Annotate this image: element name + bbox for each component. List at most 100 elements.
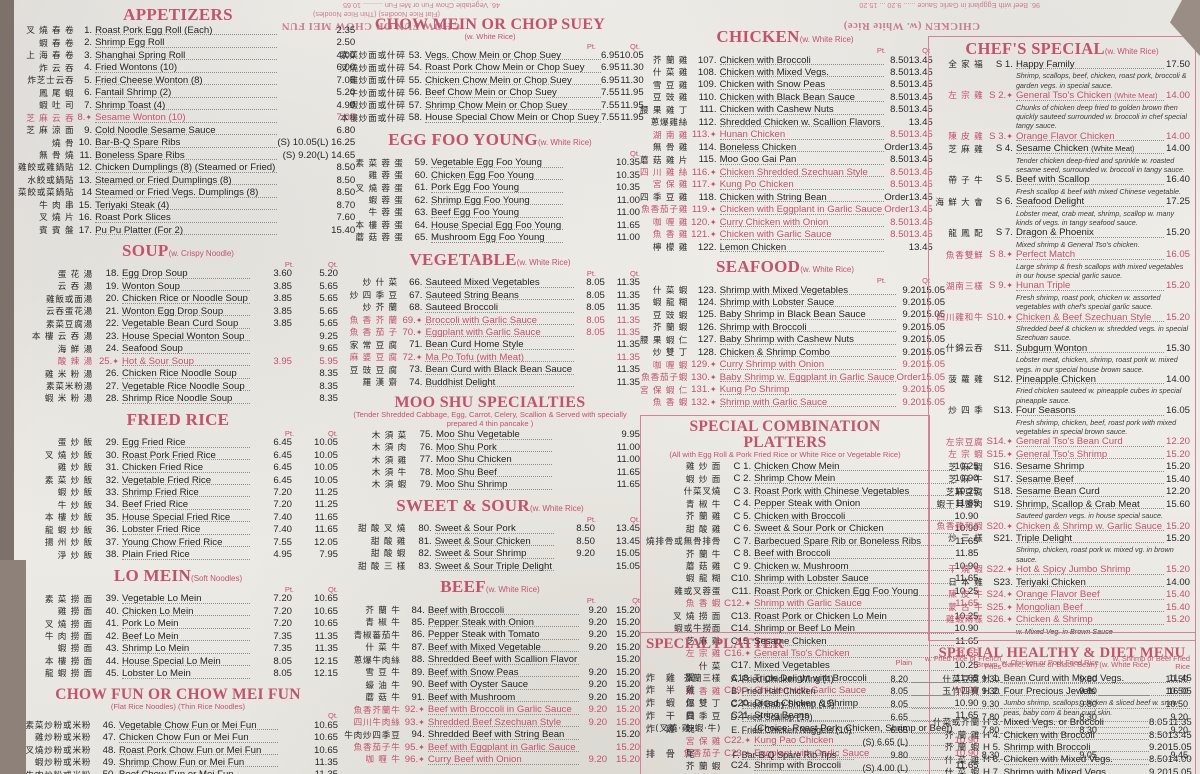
menu-item-row[interactable]: 蝦 春 卷 2. Shrimp Egg Roll 2.50 <box>18 37 355 49</box>
menu-item-row[interactable]: 雞 米 粉 湯 26. Chicken Rice Noodle Soup 8.35 <box>18 368 338 380</box>
menu-item-row[interactable]: 雞炒面或什碎 55. Chicken Chow Mein or Chop Suey 6… <box>340 75 643 87</box>
menu-item-row[interactable]: 叉 燒 蓉 蛋 61. Pork Egg Foo Young 10.35 <box>340 182 640 194</box>
menu-item-row[interactable]: 青 椒 牛 85. Pepper Steak with Onion 9.20 15.20 <box>340 617 640 629</box>
menu-item-row[interactable]: 木 須 牛 78. Moo Shu Beef 11.65 <box>340 467 640 479</box>
menu-item-row[interactable]: 素 菜 蓉 蛋 59. Vegetable Egg Foo Young 10.35 <box>340 157 640 169</box>
menu-item-row[interactable]: 湖南三樣 S 9.✦ Hunan Triple 15.20 <box>934 280 1190 292</box>
menu-item-row[interactable]: 芥 蘭 蝦 C24. Shrimp with Broccoli 11.65 <box>646 760 979 772</box>
menu-item-row[interactable]: 揚 州 炒 飯 37. Young Chow Fried Rice 7.55 12.05 <box>18 537 338 549</box>
menu-item-row[interactable]: 蔥爆雞絲 112. Shredded Chicken w. Scallion Fla… <box>640 117 933 129</box>
menu-item-row[interactable]: 海 鮮 湯 24. Seafood Soup 9.65 <box>18 343 338 355</box>
menu-item-row[interactable]: 宮 保 雞 117.✦ Kung Po Chicken 8.50 13.45 <box>640 179 933 191</box>
menu-item-row[interactable]: 木 須 雞 77. Moo Shu Chicken 11.00 <box>340 454 640 466</box>
menu-item-row[interactable]: 芝 麻 云 吞 8.✦ Sesame Wonton (10) 7.05 <box>18 112 355 124</box>
menu-item-row[interactable]: 雞 炒 飯 31. Chicken Fried Rice 6.45 10.05 <box>18 462 338 474</box>
menu-item-row[interactable]: 蝦 吐 司 7. Shrimp Toast (4) 4.90 <box>18 100 355 112</box>
menu-item-row[interactable]: 雪 豆 雞 109. Chicken with Snow Peas 8.50 13.45 <box>640 79 933 91</box>
menu-item-row[interactable]: 羅 漢 齋 74. Buddhist Delight 11.35 <box>340 377 640 389</box>
menu-item-row[interactable]: 宮 保 雞 C22.✦ Kung Pao Chicken 10.90 <box>646 735 979 747</box>
menu-item-row[interactable]: 叉燒炒粉或米粉 48. Roast Pork Chow Fun or Mei Fun… <box>18 745 338 757</box>
menu-item-row[interactable]: 賓 賓 盤 17. Pu Pu Platter (For 2) 15.40 <box>18 225 355 237</box>
menu-item-row[interactable]: 芝 麻 蝦 S16. Sesame Shrimp 15.20 <box>934 461 1190 473</box>
menu-item-row[interactable]: 帶 子 牛 S 5. Beef with Scallop 16.40 <box>934 174 1190 186</box>
menu-item-row[interactable]: 水餃或鍋貼 13. Steamed or Fried Dumplings (8) 8.… <box>18 175 355 187</box>
menu-item-row[interactable]: 酸 辣 湯 25.✦ Hot & Sour Soup 3.95 5.95 <box>18 356 338 368</box>
menu-item-row[interactable]: 蝦炒面或什碎 57. Shrimp Chow Mein or Chop Suey 7.… <box>340 100 643 112</box>
menu-item-row[interactable]: 魚 香 蝦 C12.✦ Shrimp with Garlic Sauce 11.65 <box>646 598 979 610</box>
menu-item-row[interactable]: 芝 麻 雞 S 4. Sesame Chicken (White Meat) 14.0… <box>934 143 1190 155</box>
menu-item-row[interactable]: 叉燒炒面或什碎 54. Roast Pork Chow Mein or Chop S… <box>340 62 644 74</box>
menu-item-row[interactable]: 本 樓 炒 飯 35. House Special Fried Rice 7.40 11… <box>18 512 338 524</box>
menu-item-row[interactable]: 腰 果 雞 丁 111. Chicken with Cashew Nuts 8.50 1… <box>640 104 933 116</box>
menu-item-row[interactable]: 菜餃或菜鍋貼 14 Steamed or Fried Vegs. Dumplings… <box>18 187 355 199</box>
special-platter-row[interactable]: 炸 雞 翼 A. Fried Chicken Wing (4) 8.20 9.30 9.8… <box>646 673 1190 686</box>
menu-item-row[interactable]: 魚 香 芥 蘭 69.✦ Broccoli with Garlic Sauce 8.0… <box>340 315 640 327</box>
menu-item-row[interactable]: 雞飯或面湯 20. Chicken Rice or Noodle Soup 3.85 5… <box>18 293 338 305</box>
menu-item-row[interactable]: 叉 燒 撈 面 41. Pork Lo Mein 7.20 10.65 <box>18 618 338 630</box>
menu-item-row[interactable]: 云吞蛋花湯 21. Wonton Egg Drop Soup 3.85 5.65 <box>18 306 338 318</box>
menu-item-row[interactable]: 雞 蓉 蛋 60. Chicken Egg Foo Young 10.35 <box>340 170 640 182</box>
menu-item-row[interactable]: 芝 麻 涼 面 9. Cold Noodle Sesame Sauce 6.80 <box>18 125 355 137</box>
menu-item-row[interactable]: 芥 蘭 雞 107. Chicken with Broccoli 8.50 13.45 <box>640 55 933 67</box>
menu-item-row[interactable]: 炒 四 季 豆 67. Sauteed String Beans 8.05 11.35 <box>340 290 640 302</box>
menu-item-row[interactable]: 咖 喱 牛 96.✦ Curry Beef with Onion 9.20 15.20 <box>340 754 640 766</box>
menu-item-row[interactable]: 芝麻豆腐 S18. Sesame Bean Curd 12.20 <box>934 486 1190 498</box>
menu-item-row[interactable]: 甜 酸 三 樣 83. Sweet & Sour Triple Delight 15.… <box>340 561 640 573</box>
menu-item-row[interactable]: 炒 三 樣 S21. Triple Delight 15.20 <box>934 533 1190 545</box>
menu-item-row[interactable]: 芥 蘭 牛 C 8. Beef with Broccoli 11.85 <box>646 548 979 560</box>
menu-item-row[interactable]: 炒 四 季 S13. Four Seasons 16.05 <box>934 405 1190 417</box>
menu-item-row[interactable]: 蝦 炒 飯 33. Shrimp Fried Rice 7.20 11.25 <box>18 487 338 499</box>
special-platter-row[interactable]: 炸 干 貝 D. Fried Scallop (10) 6.65 7.80 8.30 9.2… <box>646 711 1190 724</box>
menu-item-row[interactable]: 鳳 尾 蝦 6. Fantail Shrimp (2) 5.20 <box>18 87 355 99</box>
special-platter-row[interactable]: 炸 雞 塊 E. Fried Chicken Nuggets (10) 6.65 7.8… <box>646 724 1190 737</box>
menu-item-row[interactable]: 菠 蘿 雞 S12. Pineapple Chicken 14.00 <box>934 374 1190 386</box>
menu-item-row[interactable]: 四 川 雞 絲 116.✦ Chicken Shredded Szechuan St… <box>640 167 933 179</box>
menu-item-row[interactable]: 什 菜 蝦 123. Shrimp with Mixed Vegetables 9.2… <box>640 285 945 297</box>
menu-item-row[interactable]: 牛 肉 撈 面 42. Beef Lo Mein 7.35 11.35 <box>18 631 338 643</box>
menu-item-row[interactable]: 玉竹四寶 H 2. Four Precious Jewels 16.05 <box>933 686 1191 698</box>
menu-item-row[interactable]: 魚 香 蝦 132.✦ Shrimp with Garlic Sauce 9.20 15… <box>640 397 945 409</box>
menu-item-row[interactable]: 木 須 蝦 79. Moo Shu Shrimp 11.65 <box>340 479 640 491</box>
menu-item-row[interactable]: 芥 蘭 牛 84. Beef with Broccoli 9.20 15.20 <box>340 605 640 617</box>
menu-item-row[interactable]: 炸芝士云吞 5. Fried Cheese Wonton (8) 7.05 <box>18 75 355 87</box>
menu-item-row[interactable]: 四川牛肉絲 93.✦ Shredded Beef Szechuan Style 9.2… <box>340 717 640 729</box>
menu-item-row[interactable]: 魚香茄子雞 119.✦ Chicken with Eggplant in Garli… <box>640 204 933 216</box>
menu-item-row[interactable]: 干 燒 蝦 S22.✦ Hot & Spicy Jumbo Shrimp 15.20 <box>934 564 1190 576</box>
menu-item-row[interactable]: 雞 炒 面 C 1. Chicken Chow Mein 10.25 <box>646 461 979 473</box>
menu-item-row[interactable]: 龍 蝦 撈 面 45. Lobster Lo Mein 8.05 12.15 <box>18 668 338 680</box>
menu-item-row[interactable]: 什菜豆腐 H 1. Bean Curd with Mixed Vegs. 11.45 <box>933 673 1191 685</box>
special-platter-row[interactable]: 炸 薯 條G.French Fries(S) 4.00 (L) 6.20 <box>646 762 1190 774</box>
menu-item-row[interactable]: 魚香芥蘭牛 92.✦ Beef with Broccoli in Garlic Sa… <box>340 704 640 716</box>
menu-item-row[interactable]: 蘑 菇 蓉 蛋 65. Mushroom Egg Foo Young 11.00 <box>340 232 640 244</box>
menu-item-row[interactable]: 雞或叉蓉蛋 C11. Roast Pork or Chicken Egg Foo Y… <box>646 586 978 598</box>
menu-item-row[interactable]: 淨 炒 飯 38. Plain Fried Rice 4.95 7.95 <box>18 549 338 561</box>
menu-item-row[interactable]: 蝦 龍 糊 C10. Shrimp with Lobster Sauce 11.65 <box>646 573 979 585</box>
menu-item-row[interactable]: 牛 炒 飯 34. Beef Fried Rice 7.20 11.25 <box>18 499 338 511</box>
menu-item-row[interactable]: 魚香雙鮮 S 8.✦ Perfect Match 16.05 <box>934 249 1190 261</box>
menu-item-row[interactable]: 麻 婆 豆 腐 72.✦ Ma Po Tofu (with Meat) 11.35 <box>340 352 640 364</box>
menu-item-row[interactable]: 左 宗 雞 S 2.✦ General Tso's Chicken (White M… <box>934 90 1190 102</box>
menu-item-row[interactable]: 素 菜 炒 飯 32. Vegetable Fried Rice 6.45 10.05 <box>18 475 338 487</box>
menu-item-row[interactable]: 素菜炒面或什碎 53. Vegs. Chow Mein or Chop Suey 6.… <box>340 50 644 62</box>
menu-item-row[interactable]: 什菜或芥蘭 H 3. Mixed Vegs. or Broccoli 8.05 11.3… <box>933 717 1192 729</box>
menu-item-row[interactable]: 日 本 雞 S23. Teriyaki Chicken 14.00 <box>934 577 1190 589</box>
menu-item-row[interactable]: 什錦云吞 S11. Subgum Wonton 15.30 <box>934 343 1190 355</box>
menu-item-row[interactable]: 雞炒粉或米粉 47. Chicken Chow Fun or Mei Fun 10.6… <box>18 732 338 744</box>
menu-item-row[interactable]: 叉 燒 春 卷 1. Roast Pork Egg Roll (Each) 2.35 <box>18 25 355 37</box>
menu-item-row[interactable]: 魚香茄子蝦 130.✦ Baby Shrimp w. Eggplant in Gar… <box>640 372 945 384</box>
special-platter-row[interactable]: 炸 蝦 仁 C. Fried Baby Shrimp (15) 8.05 9.30 9.8… <box>646 698 1190 711</box>
menu-item-row[interactable]: 無 骨 燒 11. Boneless Spare Ribs (S) 9.20 (L) 1… <box>18 150 355 162</box>
menu-item-row[interactable]: 家 常 豆 腐 71. Bean Curd Home Style 11.35 <box>340 339 640 351</box>
menu-item-row[interactable]: 木 須 肉 76. Moo Shu Pork 11.00 <box>340 442 640 454</box>
menu-item-row[interactable]: 雞蝦兩樣 S26.✦ Chicken & Shrimp 15.20 <box>934 614 1190 626</box>
special-platter-row[interactable]: 炸 半 雞 B. Fried Half Chicken 8.05 9.30 9.80 10.… <box>646 685 1190 698</box>
menu-item-row[interactable]: 蠔 油 牛 90. Beef with Oyster Sauce 9.20 15.20 <box>340 679 640 691</box>
menu-item-row[interactable]: 叉 燒 片 16. Roast Pork Slices 7.60 <box>18 212 355 224</box>
menu-item-row[interactable]: 蛋 花 湯 18. Egg Drop Soup 3.60 5.20 <box>18 268 338 280</box>
menu-item-row[interactable]: 蝦 龍 糊 124. Shrimp with Lobster Sauce 9.20 15… <box>640 297 945 309</box>
menu-item-row[interactable]: 素 菜 撈 面 39. Vegetable Lo Mein 7.20 10.65 <box>18 593 338 605</box>
menu-item-row[interactable]: 全 家 福 S 1. Happy Family 17.50 <box>934 59 1190 71</box>
